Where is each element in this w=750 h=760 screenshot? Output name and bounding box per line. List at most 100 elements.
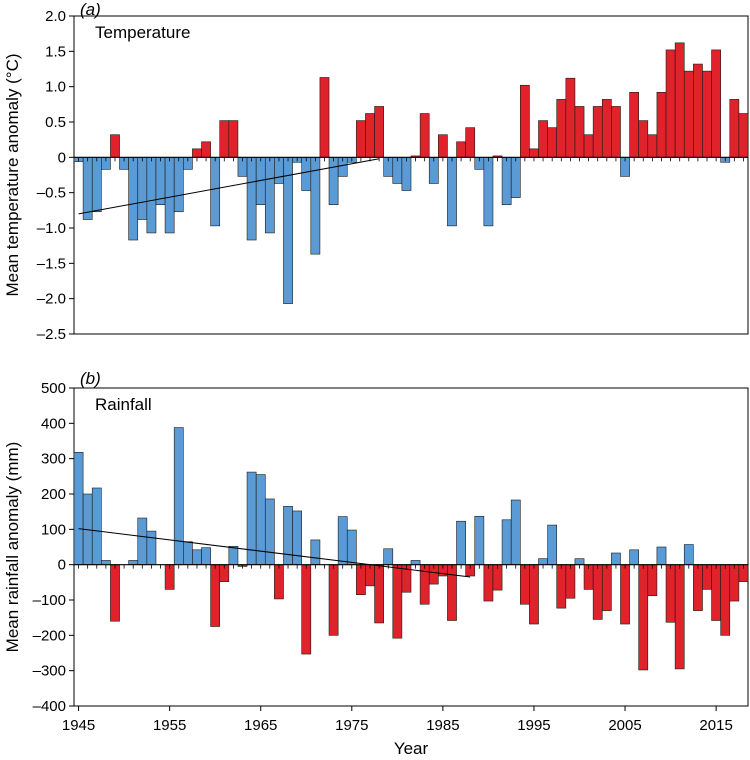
rainfall-bar-1958: [192, 549, 202, 565]
rainfall-x-tick-label: 2015: [699, 717, 732, 734]
temperature-bar-2012: [683, 70, 694, 158]
rainfall-bar-1978: [374, 564, 384, 624]
temperature-bar-1992: [501, 157, 512, 205]
rainfall-bar-2017: [729, 564, 740, 602]
temperature-bar-1987: [456, 141, 466, 158]
temperature-bar-1990: [483, 157, 494, 227]
temperature-bar-1972: [319, 77, 330, 158]
rainfall-bar-1947: [91, 487, 102, 565]
rainfall-bar-1971: [310, 539, 321, 565]
rainfall-bar-1979: [383, 548, 394, 565]
rainfall-bar-1974: [337, 516, 348, 565]
temperature-bar-2003: [601, 99, 612, 158]
temperature-bar-2007: [638, 120, 649, 158]
rainfall-y-tick-label: –400: [33, 698, 66, 715]
temperature-y-tick-label: –1.5: [37, 255, 66, 272]
temperature-bar-2011: [674, 42, 685, 158]
temperature-bar-1986: [447, 157, 457, 227]
rainfall-bar-1986: [447, 564, 457, 621]
rainfall-y-tick-label: 100: [41, 521, 66, 538]
rainfall-bar-1953: [146, 530, 157, 565]
rainfall-bar-1973: [328, 564, 339, 636]
rainfall-bar-1952: [137, 517, 148, 565]
temperature-bar-2008: [647, 134, 658, 158]
rainfall-y-ticks: 500 400 300 200 100 0 –100 –200 –300 –400: [33, 380, 74, 715]
rainfall-y-tick-label: 200: [41, 486, 66, 503]
rainfall-bar-1990: [483, 564, 494, 602]
temperature-bar-1964: [246, 157, 257, 241]
rainfall-x-tick-label: 2005: [608, 717, 641, 734]
rainfall-bar-1982: [410, 560, 421, 565]
rainfall-bar-1995: [529, 564, 539, 625]
temperature-y-tick-label: –0.5: [37, 185, 66, 202]
rainfall-bar-1970: [301, 564, 312, 655]
rainfall-panel: 500 400 300 200 100 0 –100 –200 –300 –400 1945 195…: [3, 369, 749, 758]
rainfall-y-tick-label: –100: [33, 592, 66, 609]
temperature-bar-1956: [173, 157, 184, 213]
rainfall-bar-2003: [601, 564, 612, 611]
temperature-y-tick-label: 0.5: [45, 114, 66, 131]
rainfall-bar-1976: [356, 564, 366, 595]
temperature-bar-1978: [374, 106, 384, 158]
rainfall-x-tick-label: 1975: [335, 717, 368, 734]
temperature-bar-2004: [611, 106, 621, 158]
temperature-plot-frame: [73, 15, 749, 335]
rainfall-bar-1969: [292, 510, 302, 565]
temperature-bar-2009: [656, 92, 667, 158]
rainfall-bar-1994: [519, 564, 530, 605]
temperature-bar-1960: [210, 157, 221, 227]
temperature-bar-1954: [155, 157, 166, 205]
temperature-bar-1998: [556, 99, 567, 158]
rainfall-bar-2016: [720, 564, 731, 636]
temperature-bar-1961: [219, 120, 230, 158]
temperature-bar-1977: [365, 113, 375, 158]
temperature-bar-1947: [91, 157, 102, 213]
temperature-bar-2014: [702, 70, 712, 158]
temperature-bar-1988: [465, 127, 476, 158]
temperature-bar-1976: [356, 120, 366, 158]
temperature-bar-1981: [401, 157, 412, 191]
rainfall-x-ticks: 1945 1955 1965 1975 1985 1995 2005 2015: [62, 564, 744, 734]
temperature-bar-1966: [264, 157, 275, 234]
rainfall-bar-1960: [210, 564, 221, 627]
rainfall-bar-1987: [456, 520, 466, 565]
rainfall-title: Rainfall: [95, 395, 152, 414]
temperature-bar-2001: [583, 134, 594, 158]
temperature-bar-2002: [592, 106, 603, 158]
rainfall-bar-1980: [392, 564, 403, 639]
temperature-bar-1997: [547, 127, 558, 158]
rainfall-bar-2013: [693, 564, 703, 611]
temperature-y-tick-label: 0: [58, 149, 66, 166]
temperature-bar-1962: [228, 120, 239, 158]
rainfall-y-tick-label: –300: [33, 663, 66, 680]
temperature-bar-1999: [565, 77, 576, 158]
temperature-bar-1958: [192, 148, 202, 158]
rainfall-bar-1967: [274, 564, 284, 600]
temperature-y-tick-label: 1.0: [45, 79, 66, 96]
temperature-bar-1970: [301, 157, 312, 191]
rainfall-bar-1996: [538, 558, 548, 565]
rainfall-bar-2000: [574, 558, 585, 565]
x-axis-label: Year: [394, 739, 429, 758]
temperature-bars: [73, 42, 749, 304]
temperature-bar-2000: [574, 106, 585, 158]
temperature-bar-2015: [711, 49, 721, 158]
rainfall-bar-1989: [474, 515, 485, 565]
rainfall-y-tick-label: 400: [41, 415, 66, 432]
rainfall-y-tick-label: 500: [41, 380, 66, 397]
rainfall-bar-1997: [547, 524, 558, 565]
temperature-y-tick-label: –2.5: [37, 326, 66, 343]
rainfall-y-tick-label: –200: [33, 627, 66, 644]
temperature-y-tick-label: –1.0: [37, 220, 66, 237]
temperature-bar-1953: [146, 157, 157, 234]
rainfall-bar-1949: [110, 564, 120, 622]
temperature-bar-1994: [519, 84, 530, 158]
rainfall-bars: [73, 427, 749, 671]
rainfall-y-axis-label: Mean rainfall anomaly (mm): [3, 442, 22, 653]
temperature-bar-2006: [629, 92, 640, 158]
rainfall-bar-2011: [674, 564, 685, 670]
temperature-bar-1959: [201, 141, 211, 158]
rainfall-bar-1998: [556, 564, 567, 609]
rainfall-bar-1948: [101, 560, 111, 565]
temperature-bar-2018: [738, 113, 749, 158]
